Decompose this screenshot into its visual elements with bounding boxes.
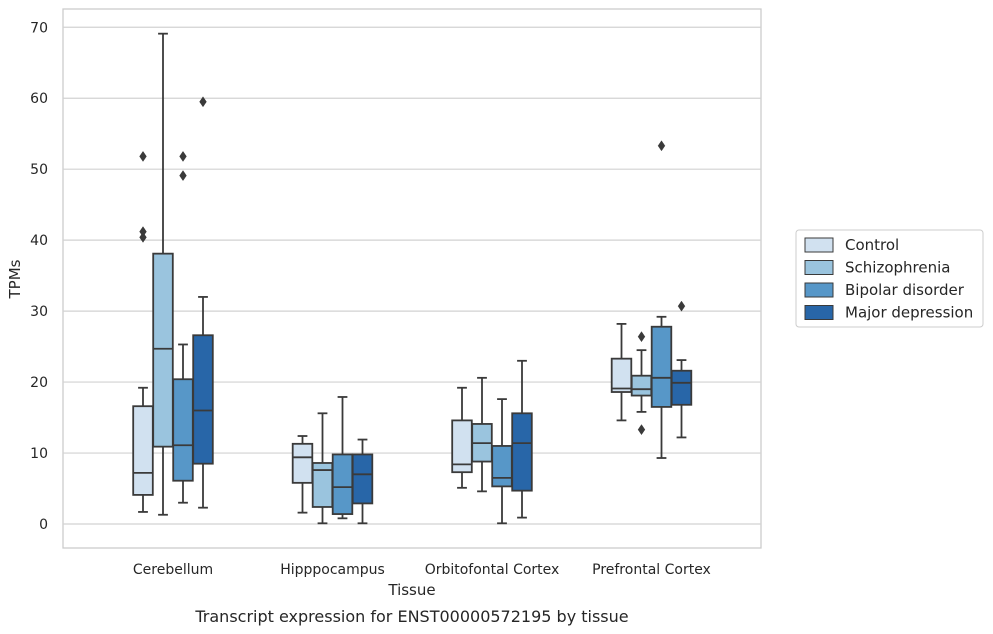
box-schizophrenia-orbitofontal-cortex	[471, 376, 493, 493]
box-schizophrenia-cerebellum	[152, 32, 174, 516]
box-bipolar-disorder-cerebellum	[172, 150, 194, 504]
y-tick-labels: 0 10 20 30 40 50 60 70	[30, 20, 48, 533]
box-bipolar-disorder-hipppocampus	[331, 396, 354, 520]
y-tick-label: 30	[30, 304, 48, 320]
outlier-point	[139, 150, 147, 162]
x-axis-title: Tissue	[387, 581, 435, 599]
x-tick-label: Cerebellum	[133, 562, 213, 578]
box-iqr	[331, 453, 354, 515]
box-iqr	[152, 252, 174, 448]
y-tick-label: 10	[30, 446, 48, 462]
outlier-point	[637, 331, 646, 343]
outlier-point	[677, 300, 686, 312]
legend-label: Control	[845, 236, 899, 254]
x-tick-labels: Cerebellum Hipppocampus Orbitofontal Corte…	[133, 562, 711, 578]
box-iqr	[610, 357, 633, 393]
box-major-depression-cerebellum	[192, 96, 214, 509]
x-tick-label: Prefrontal Cortex	[592, 562, 711, 578]
legend-label: Major depression	[845, 304, 973, 322]
box-iqr	[132, 405, 154, 496]
box-major-depression-prefrontal-cortex	[670, 300, 693, 439]
box-major-depression-orbitofontal-cortex	[511, 359, 533, 519]
y-tick-label: 50	[30, 162, 48, 178]
box-iqr	[291, 442, 314, 484]
x-tick-label: Orbitofontal Cortex	[425, 562, 560, 578]
box-plots	[132, 32, 693, 525]
box-iqr	[511, 412, 533, 492]
figure-caption: Transcript expression for ENST0000057219…	[194, 607, 628, 626]
box-control-orbitofontal-cortex	[451, 386, 473, 489]
box-iqr	[351, 453, 374, 505]
outlier-point	[637, 424, 646, 436]
legend-label: Schizophrenia	[845, 259, 950, 277]
box-major-depression-hipppocampus	[351, 438, 374, 525]
outlier-point	[179, 170, 187, 182]
outlier-point	[657, 140, 666, 152]
outlier-point	[139, 226, 147, 238]
legend-swatch	[804, 260, 834, 275]
y-tick-label: 70	[30, 20, 48, 36]
x-tick-label: Hipppocampus	[280, 562, 385, 578]
legend-label: Bipolar disorder	[845, 281, 965, 299]
box-iqr	[630, 374, 653, 397]
box-iqr	[172, 378, 194, 482]
legend-swatch	[804, 305, 834, 320]
legend-swatch	[804, 237, 834, 253]
legend: Control Schizophrenia Bipolar disorder Majo…	[795, 229, 984, 328]
box-iqr	[192, 334, 214, 465]
y-tick-label: 60	[30, 91, 48, 107]
box-bipolar-disorder-prefrontal-cortex	[650, 140, 673, 459]
legend-swatch	[804, 282, 834, 298]
box-schizophrenia-prefrontal-cortex	[630, 331, 653, 436]
box-control-cerebellum	[132, 150, 154, 513]
box-control-hipppocampus	[291, 435, 314, 514]
outlier-point	[199, 96, 207, 108]
y-axis-title: TPMs	[6, 259, 24, 299]
box-schizophrenia-hipppocampus	[311, 412, 334, 525]
y-tick-label: 0	[39, 517, 48, 533]
outlier-point	[139, 231, 147, 243]
box-iqr	[670, 369, 693, 406]
y-tick-label: 20	[30, 375, 48, 391]
box-iqr	[491, 445, 513, 488]
y-tick-label: 40	[30, 233, 48, 249]
outlier-point	[179, 150, 187, 162]
box-iqr	[650, 325, 673, 408]
legend-frame	[795, 229, 984, 328]
